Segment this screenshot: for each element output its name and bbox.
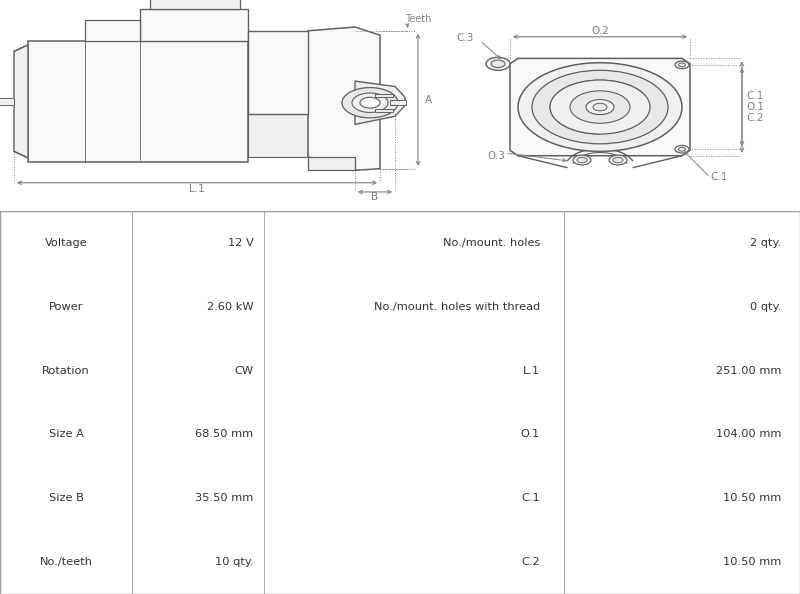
Text: C.2: C.2 xyxy=(522,557,540,567)
Text: 0 qty.: 0 qty. xyxy=(750,302,781,312)
Text: 68.50 mm: 68.50 mm xyxy=(195,429,254,440)
Text: C.1: C.1 xyxy=(710,172,727,182)
Bar xyxy=(375,93,393,97)
Text: 10.50 mm: 10.50 mm xyxy=(723,557,781,567)
Circle shape xyxy=(352,93,388,112)
Polygon shape xyxy=(355,81,405,124)
Circle shape xyxy=(550,80,650,134)
Text: No./mount. holes: No./mount. holes xyxy=(442,238,540,248)
Text: Size A: Size A xyxy=(49,429,83,440)
Text: O.3: O.3 xyxy=(487,151,505,161)
Polygon shape xyxy=(510,58,690,156)
Bar xyxy=(248,113,308,157)
Text: 10.50 mm: 10.50 mm xyxy=(723,493,781,503)
Text: A: A xyxy=(425,95,431,105)
Text: L.1: L.1 xyxy=(189,184,205,194)
Circle shape xyxy=(570,91,630,124)
Text: CW: CW xyxy=(234,365,254,375)
Text: 2.60 kW: 2.60 kW xyxy=(207,302,254,312)
Circle shape xyxy=(613,157,623,163)
Circle shape xyxy=(360,97,380,108)
Circle shape xyxy=(532,70,668,144)
Circle shape xyxy=(593,103,607,111)
Circle shape xyxy=(586,99,614,115)
Bar xyxy=(85,20,140,40)
Bar xyxy=(375,109,393,112)
Text: O.1: O.1 xyxy=(746,102,764,112)
Text: Size B: Size B xyxy=(49,493,83,503)
Circle shape xyxy=(486,57,510,70)
Text: C.1: C.1 xyxy=(522,493,540,503)
Circle shape xyxy=(342,87,398,118)
Bar xyxy=(140,9,248,40)
Bar xyxy=(248,31,308,113)
Text: B: B xyxy=(371,192,378,203)
Text: 12 V: 12 V xyxy=(228,238,254,248)
Text: Rotation: Rotation xyxy=(42,365,90,375)
Text: 35.50 mm: 35.50 mm xyxy=(195,493,254,503)
Circle shape xyxy=(491,60,505,68)
Text: Voltage: Voltage xyxy=(45,238,87,248)
Text: No./teeth: No./teeth xyxy=(39,557,93,567)
Polygon shape xyxy=(14,45,28,158)
Circle shape xyxy=(577,157,587,163)
Text: 251.00 mm: 251.00 mm xyxy=(716,365,781,375)
Circle shape xyxy=(678,63,686,67)
Text: Teeth: Teeth xyxy=(405,14,431,24)
Polygon shape xyxy=(308,157,355,170)
Bar xyxy=(28,40,248,162)
Text: Power: Power xyxy=(49,302,83,312)
Circle shape xyxy=(675,61,689,69)
Bar xyxy=(150,0,240,9)
Circle shape xyxy=(675,146,689,153)
Text: L.1: L.1 xyxy=(523,365,540,375)
Text: 2 qty.: 2 qty. xyxy=(750,238,781,248)
Text: No./mount. holes with thread: No./mount. holes with thread xyxy=(374,302,540,312)
Bar xyxy=(390,100,406,106)
Text: C.2: C.2 xyxy=(746,113,764,123)
Text: O.2: O.2 xyxy=(591,26,609,36)
Text: O.1: O.1 xyxy=(521,429,540,440)
Bar xyxy=(0,99,14,105)
Text: C.3: C.3 xyxy=(456,33,474,43)
Text: 104.00 mm: 104.00 mm xyxy=(716,429,781,440)
Text: 10 qty.: 10 qty. xyxy=(215,557,254,567)
Circle shape xyxy=(609,155,627,165)
Text: C.1: C.1 xyxy=(746,91,764,101)
Polygon shape xyxy=(308,27,380,170)
Circle shape xyxy=(573,155,591,165)
Circle shape xyxy=(518,63,682,151)
Circle shape xyxy=(678,147,686,151)
